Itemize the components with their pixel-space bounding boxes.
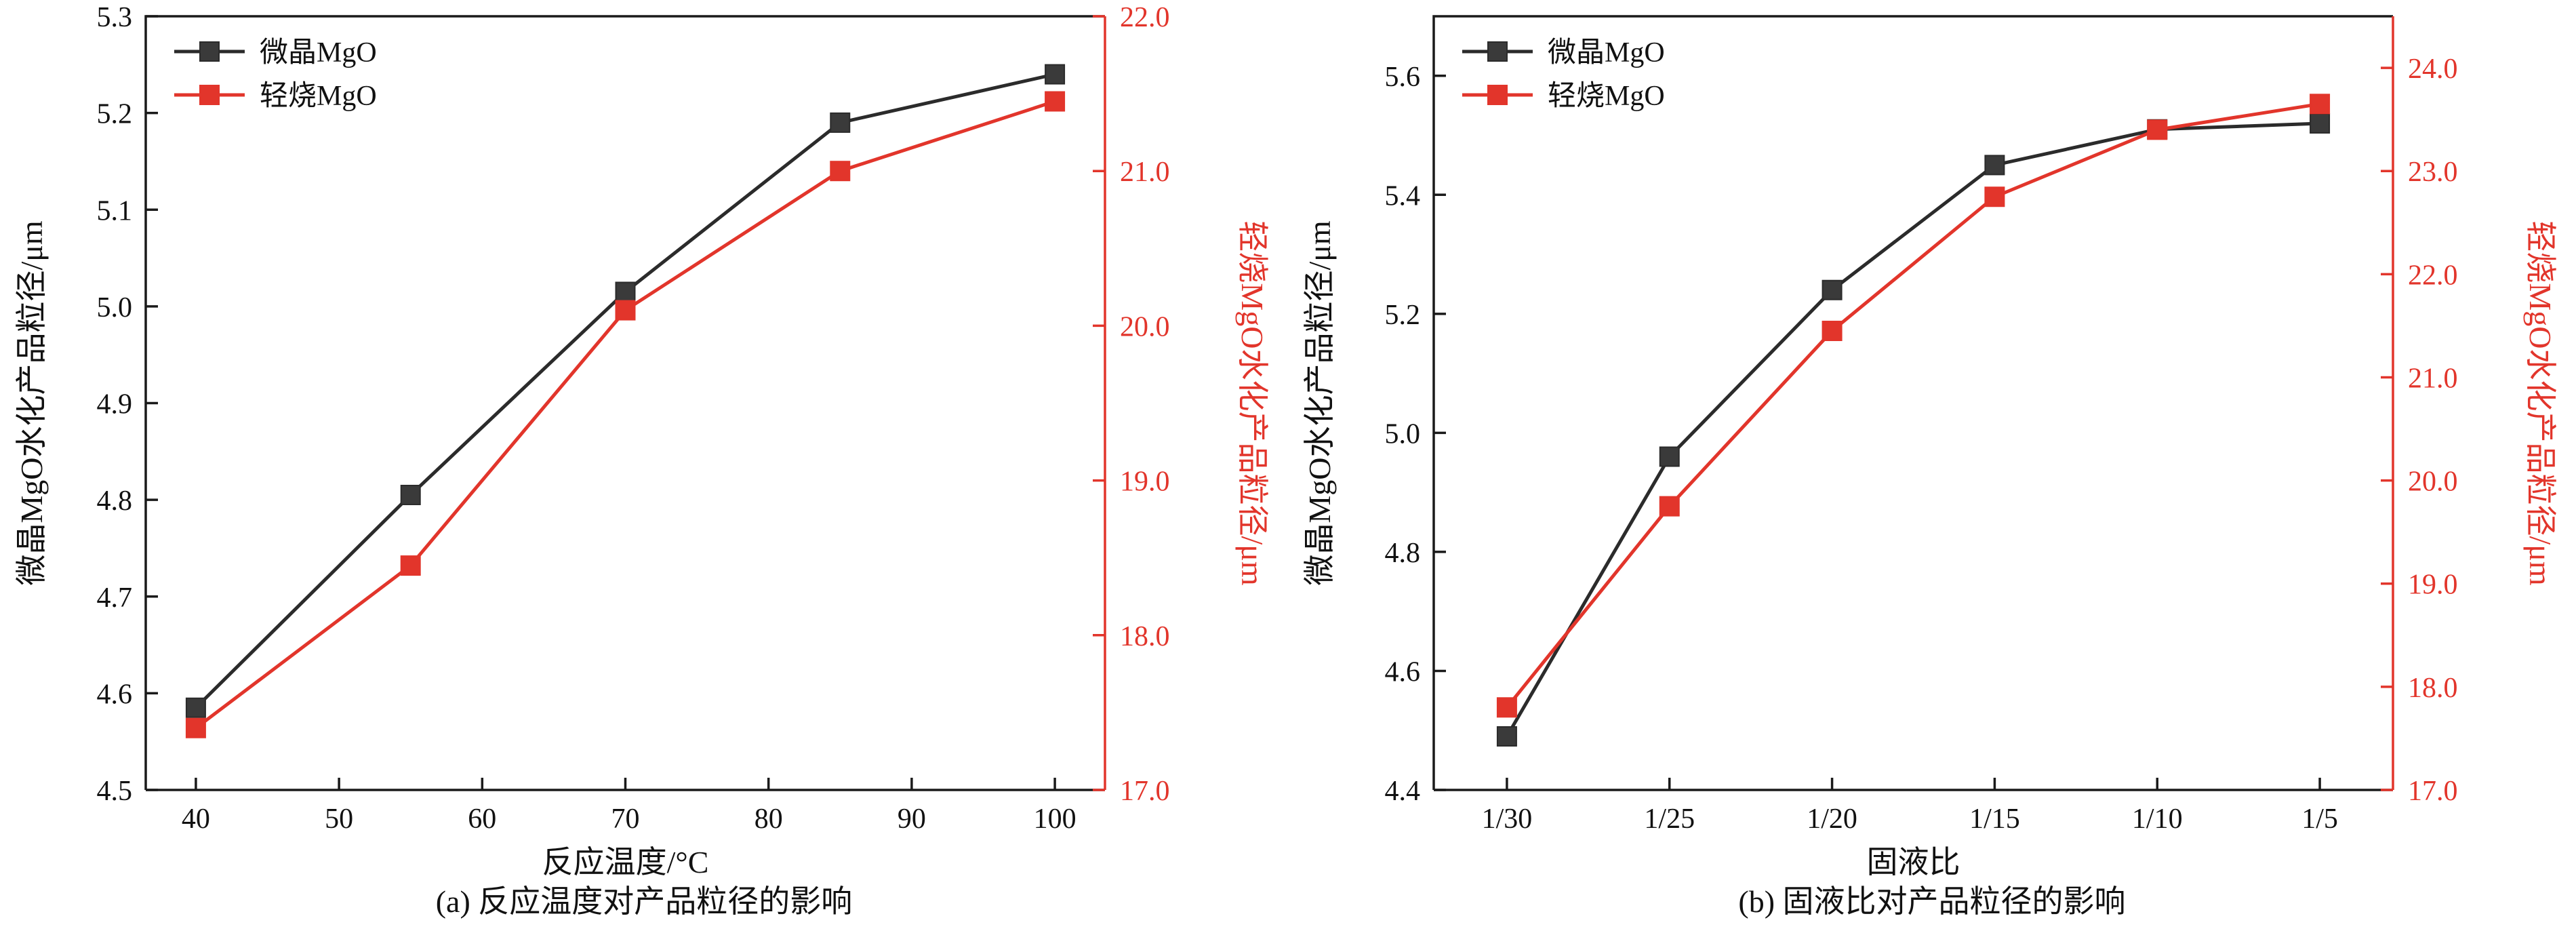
series-marker-square xyxy=(1496,726,1517,747)
left-y-tick-label: 5.2 xyxy=(97,99,133,130)
series-line xyxy=(195,100,1055,730)
chart-a-canvas: 40 50 60 70 80 90 100 4.5 4.6 4.7 4.8 4.9 5.0 5.1 5.2 5… xyxy=(14,2,1270,879)
right-y-tick-label: 22.0 xyxy=(2408,260,2458,291)
series-marker-square xyxy=(615,300,636,321)
x-axis-title: 固液比 xyxy=(1867,845,1960,879)
series-marker-square xyxy=(400,555,421,576)
legend-marker-square xyxy=(1487,41,1508,62)
series-marker-square xyxy=(1045,64,1066,85)
right-y-tick-label: 17.0 xyxy=(2408,776,2458,807)
series-marker-square xyxy=(400,484,421,505)
left-axis-title: 微晶MgO水化产品粒径/μm xyxy=(14,220,49,586)
left-y-tick-label: 5.0 xyxy=(1385,418,1421,450)
left-y-tick-label: 4.6 xyxy=(1385,656,1421,688)
x-tick-label: 1/5 xyxy=(2301,804,2338,835)
series-marker-square xyxy=(185,717,206,738)
series-line xyxy=(1505,102,2320,709)
series-marker-square xyxy=(1984,155,2005,176)
series-marker-square xyxy=(1659,496,1680,517)
left-y-tick-label: 4.7 xyxy=(97,582,133,614)
left-y-tick-label: 4.8 xyxy=(1385,538,1421,569)
x-tick-label: 1/20 xyxy=(1807,804,1857,835)
left-y-tick-label: 4.5 xyxy=(97,776,133,807)
legend-label: 微晶MgO xyxy=(260,37,377,68)
right-y-tick-label: 20.0 xyxy=(1120,311,1170,342)
legend-label: 轻烧MgO xyxy=(1548,81,1665,112)
series-marker-square xyxy=(185,697,206,718)
right-axis-title: 轻烧MgO水化产品粒径/μm xyxy=(2523,220,2558,586)
right-axis-title: 轻烧MgO水化产品粒径/μm xyxy=(1235,220,1270,586)
chart-b-canvas: 1/30 1/25 1/20 1/15 1/10 1/5 4.4 4.6 4.8 5.0 5.2 5.… xyxy=(1302,15,2558,879)
series-marker-square xyxy=(1822,279,1843,300)
chart-b-caption: (b) 固液比对产品粒径的影响 xyxy=(1738,884,2126,919)
right-y-tick-label: 20.0 xyxy=(2408,467,2458,498)
x-tick-label: 1/30 xyxy=(1482,804,1533,835)
series-marker-square xyxy=(2310,94,2331,115)
right-y-tick-label: 21.0 xyxy=(2408,363,2458,394)
x-tick-label: 1/15 xyxy=(1969,804,2020,835)
right-y-tick-label: 18.0 xyxy=(2408,673,2458,704)
series-marker-square xyxy=(1659,446,1680,467)
left-top-spine xyxy=(1432,15,2393,790)
series-marker-square xyxy=(2310,113,2331,134)
chart-panel-b: 1/30 1/25 1/20 1/15 1/10 1/5 4.4 4.6 4.8 5.0 5.2 5.… xyxy=(1288,0,2576,952)
left-y-tick-label: 5.4 xyxy=(1385,180,1421,212)
left-y-tick-label: 5.0 xyxy=(97,292,133,323)
left-y-tick-label: 5.3 xyxy=(97,2,133,33)
left-y-tick-label: 5.1 xyxy=(97,195,133,226)
right-y-tick-label: 17.0 xyxy=(1120,776,1170,807)
left-y-tick-label: 4.8 xyxy=(97,485,133,517)
right-y-tick-label: 21.0 xyxy=(1120,157,1170,188)
series-line xyxy=(1505,121,2320,738)
x-tick-label: 40 xyxy=(182,804,210,835)
x-tick-label: 1/25 xyxy=(1644,804,1695,835)
series-marker-square xyxy=(830,112,851,133)
left-y-tick-label: 4.6 xyxy=(97,679,133,710)
legend-label: 微晶MgO xyxy=(1548,37,1665,68)
right-y-tick-label: 22.0 xyxy=(1120,2,1170,33)
left-y-tick-label: 5.2 xyxy=(1385,300,1421,331)
chart-panel-a: 40 50 60 70 80 90 100 4.5 4.6 4.7 4.8 4.9 5.0 5.1 5.2 5… xyxy=(14,2,1270,919)
legend-marker-square xyxy=(199,41,220,62)
right-y-tick-label: 19.0 xyxy=(2408,570,2458,601)
series-line xyxy=(195,73,1055,709)
legend-marker-square xyxy=(1487,85,1508,105)
x-tick-label: 70 xyxy=(611,804,640,835)
right-y-tick-label: 18.0 xyxy=(1120,621,1170,652)
series-marker-square xyxy=(1496,697,1517,718)
chart-a-caption: (a) 反应温度对产品粒径的影响 xyxy=(435,884,853,919)
left-y-tick-label: 4.4 xyxy=(1385,776,1421,807)
x-axis-title: 反应温度/°C xyxy=(542,845,709,879)
series-marker-square xyxy=(1984,186,2005,207)
series-marker-square xyxy=(2147,119,2168,140)
x-tick-label: 1/10 xyxy=(2132,804,2183,835)
legend-label: 轻烧MgO xyxy=(260,81,377,112)
series-marker-square xyxy=(830,161,851,182)
x-tick-label: 90 xyxy=(898,804,926,835)
x-tick-label: 60 xyxy=(468,804,496,835)
right-y-tick-label: 23.0 xyxy=(2408,157,2458,188)
right-y-tick-label: 19.0 xyxy=(1120,467,1170,498)
left-y-tick-label: 5.6 xyxy=(1385,62,1421,93)
left-axis-title: 微晶MgO水化产品粒径/μm xyxy=(1302,220,1337,586)
x-tick-label: 100 xyxy=(1034,804,1076,835)
right-y-tick-label: 24.0 xyxy=(2408,54,2458,85)
series-marker-square xyxy=(615,281,636,302)
x-tick-label: 80 xyxy=(754,804,783,835)
series-marker-square xyxy=(1822,321,1843,342)
legend-marker-square xyxy=(199,85,220,105)
series-marker-square xyxy=(1045,91,1066,112)
left-y-tick-label: 4.9 xyxy=(97,389,133,420)
x-tick-label: 50 xyxy=(325,804,353,835)
